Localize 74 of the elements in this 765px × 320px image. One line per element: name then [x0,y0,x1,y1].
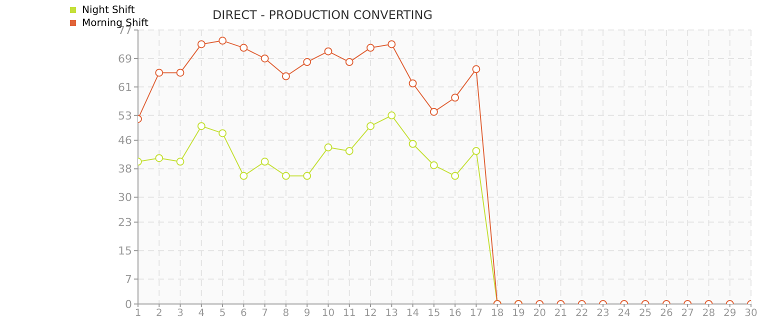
point [345,146,354,155]
point [366,122,375,130]
x-tick-label: 23 [596,308,610,320]
x-tick-label: 24 [618,308,631,320]
point [176,158,184,166]
point [366,44,375,52]
point [155,68,164,77]
x-tick-label: 10 [322,308,335,320]
x-tick-label: 8 [282,308,290,320]
x-tick-label: 26 [660,308,673,320]
point [218,129,227,138]
point [282,172,290,180]
x-tick-label: 16 [448,308,462,320]
x-tick-label: 22 [576,308,588,320]
y-tick-label: 69 [118,52,132,66]
x-tick-label: 3 [177,308,184,320]
x-tick-label: 25 [638,308,652,320]
x-tick-label: 9 [304,308,310,320]
point [345,58,354,66]
chart-title: DIRECT - PRODUCTION CONVERTING [212,8,433,22]
x-tick-label: 20 [533,308,546,320]
point [240,172,248,180]
point [472,65,480,74]
y-tick-label: 46 [118,134,132,148]
point [388,40,396,48]
point [197,122,206,130]
point [388,111,396,120]
x-tick-label: 18 [490,308,504,320]
point [176,68,184,77]
point [282,72,290,80]
y-tick-label: 38 [118,162,132,176]
point [260,158,269,166]
point [218,36,227,45]
x-tick-label: 30 [744,308,758,320]
x-tick-label: 28 [702,308,716,320]
point [324,47,332,56]
x-tick-label: 27 [681,308,694,320]
x-tick-label: 6 [240,308,247,320]
x-tick-label: 2 [156,308,162,320]
x-tick-label: 12 [364,308,377,320]
y-tick-label: 15 [118,244,132,258]
x-tick-label: 7 [262,308,268,320]
y-tick-label: 0 [125,298,132,311]
y-tick-label: 7 [125,272,132,286]
x-tick-label: 13 [385,308,398,320]
x-tick-label: 29 [723,308,736,320]
legend-label: Night Shift [81,4,136,17]
point [451,172,460,180]
point [430,108,438,116]
y-tick-label: 53 [118,109,132,122]
x-tick-label: 14 [406,308,420,320]
y-tick-label: 30 [118,191,132,204]
point [303,58,312,66]
x-tick-label: 17 [470,308,483,320]
x-tick-label: 11 [343,308,356,320]
point [324,143,332,152]
x-tick-label: 5 [219,308,226,320]
point [260,54,269,62]
x-tick-label: 21 [554,308,568,320]
point [472,146,480,155]
x-tick-label: 15 [428,308,440,320]
point [155,154,164,162]
point [240,44,248,52]
y-tick-label: 61 [118,80,132,94]
point [408,140,417,148]
y-tick-label: 23 [118,216,132,230]
point [197,40,206,48]
x-tick-label: 1 [134,308,142,320]
point [451,94,460,102]
point [430,161,438,170]
x-tick-label: 4 [198,308,205,320]
point [408,79,417,88]
x-tick-label: 19 [512,308,525,320]
point [303,172,312,180]
